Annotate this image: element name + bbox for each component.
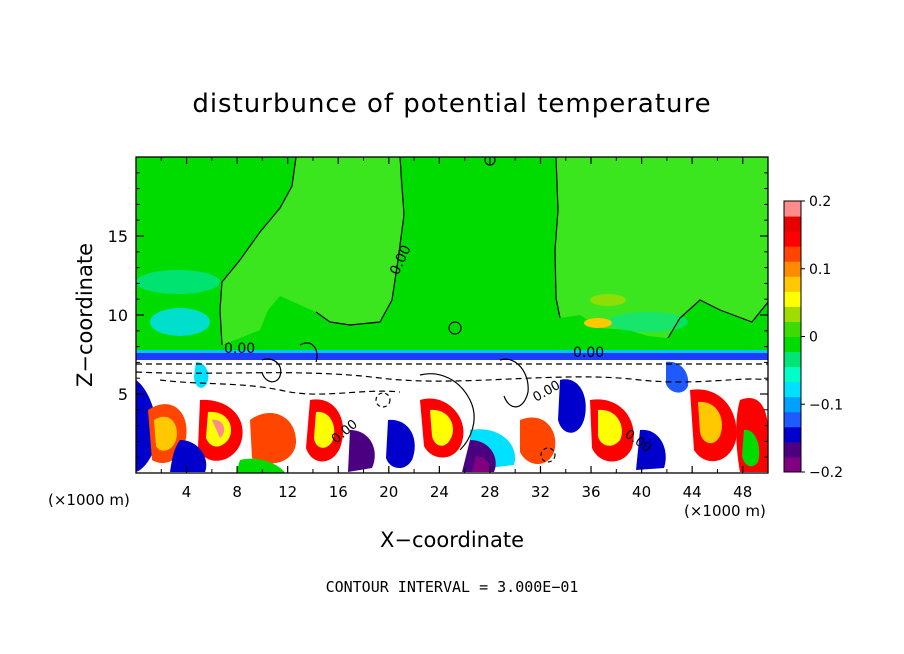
contour-lines — [136, 157, 768, 463]
colorbar-tick-label: 0 — [809, 330, 818, 346]
colorbar-segment — [784, 336, 801, 353]
colorbar-segment — [784, 321, 801, 337]
left-plume — [220, 157, 404, 345]
yellow-patch-right — [590, 294, 626, 306]
colorbar-tick-label: 0.1 — [809, 262, 831, 278]
colorbar-segment — [784, 396, 801, 413]
x-tick-label: 40 — [632, 483, 651, 501]
colorbar-segment — [784, 441, 801, 458]
colorbar-tick-label: −0.2 — [809, 465, 843, 481]
x-tick-label: 20 — [379, 483, 398, 501]
lower-blobs — [136, 361, 768, 473]
right-plume — [555, 157, 768, 338]
orange-patch-right — [584, 318, 612, 328]
colorbar-segment — [784, 351, 801, 368]
colorbar-segment — [784, 381, 801, 398]
cyan-band-left-2 — [150, 308, 210, 336]
colorbar-ticks: 0.2 0.1 0 −0.1 −0.2 — [801, 194, 843, 481]
y-axis: 5 10 15 — [108, 172, 768, 458]
x-unit-left: (×1000 m) — [48, 491, 130, 509]
x-axis-label: X−coordinate — [380, 528, 524, 552]
cyan-line — [136, 350, 768, 353]
y-axis-label: Z−coordinate — [73, 243, 97, 387]
x-unit-right: (×1000 m) — [684, 502, 766, 520]
footnote: CONTOUR INTERVAL = 3.000E−01 — [326, 578, 579, 596]
colorbar — [783, 200, 802, 473]
x-tick-label: 4 — [182, 483, 192, 501]
colorbar-segment — [784, 291, 801, 307]
x-tick-label: 44 — [683, 483, 702, 501]
colorbar-segment — [784, 216, 801, 232]
cyan-band-right — [608, 312, 688, 332]
colorbar-tick-label: −0.1 — [809, 397, 843, 413]
colorbar-segment — [784, 246, 801, 262]
colorbar-segment — [784, 201, 801, 217]
x-tick-label: 48 — [733, 483, 752, 501]
colorbar-tick-label: 0.2 — [809, 194, 831, 210]
plot-area: 0.00 0.00 0.00 0.00 0.00 0.00 — [136, 157, 768, 473]
x-tick-label: 28 — [480, 483, 499, 501]
blue-band — [136, 352, 768, 360]
contour-label: 0.00 — [224, 341, 255, 357]
x-tick-label: 24 — [430, 483, 449, 501]
cyan-band-left — [136, 270, 220, 294]
x-tick-label: 12 — [278, 483, 297, 501]
contour-label: 0.00 — [573, 345, 604, 361]
y-tick-label: 10 — [108, 306, 128, 325]
colorbar-segment — [784, 426, 801, 443]
x-tick-label: 36 — [581, 483, 600, 501]
colorbar-segment — [784, 261, 801, 277]
y-tick-label: 15 — [108, 227, 128, 246]
x-tick-label: 32 — [531, 483, 550, 501]
x-tick-label: 16 — [329, 483, 348, 501]
colorbar-segment — [784, 411, 801, 428]
colorbar-segment — [784, 366, 801, 383]
chart-title: disturbunce of potential temperature — [192, 89, 711, 119]
colorbar-segment — [784, 456, 801, 473]
x-axis: 4 8 12 16 20 24 28 32 36 40 44 48 — [160, 157, 752, 501]
colorbar-segment — [784, 276, 801, 292]
x-tick-label: 8 — [232, 483, 242, 501]
colorbar-segment — [784, 306, 801, 322]
colorbar-segment — [784, 231, 801, 247]
y-tick-label: 5 — [118, 385, 128, 404]
